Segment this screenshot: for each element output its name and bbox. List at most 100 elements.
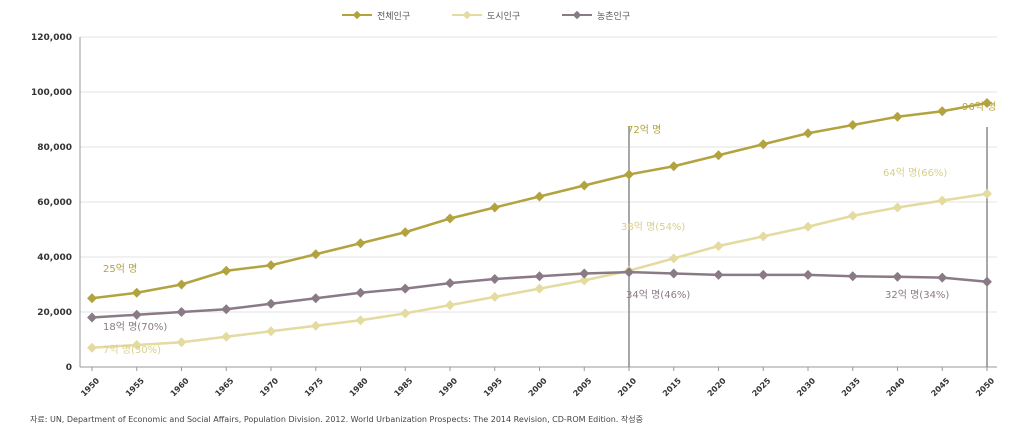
annotations: 25억 명 72억 명 96억 명 18억 명(70%) 7억 명(30%) 38억 명(… — [103, 101, 996, 356]
source-note: 자료: UN, Department of Economic and Socia… — [30, 415, 643, 424]
data-point — [87, 293, 97, 304]
x-tick-label: 2020 — [706, 376, 728, 398]
legend-swatch-marker — [572, 10, 582, 20]
x-tick-label: 1955 — [124, 376, 146, 398]
data-point — [803, 128, 813, 139]
data-point — [221, 331, 232, 342]
x-tick-label: 2035 — [840, 376, 862, 398]
data-point — [400, 308, 411, 319]
y-tick-label: 80,000 — [37, 143, 72, 153]
data-point — [847, 271, 858, 282]
legend-label: 도시인구 — [487, 11, 520, 22]
y-tick-label: 20,000 — [37, 308, 72, 318]
legend-swatch-marker — [352, 10, 362, 20]
annotation-label: 64억 명(66%) — [883, 167, 947, 179]
data-point — [758, 269, 769, 280]
y-tick-label: 120,000 — [31, 33, 72, 43]
data-point — [87, 312, 97, 323]
x-tick-label: 1995 — [482, 376, 504, 398]
data-point — [221, 265, 232, 276]
data-point — [668, 161, 679, 172]
x-tick-label: 1985 — [392, 376, 414, 398]
x-tick-label: 2030 — [795, 376, 817, 398]
data-point — [579, 268, 590, 279]
y-tick-label: 0 — [66, 363, 72, 373]
annotation-label: 34억 명(46%) — [626, 289, 690, 301]
annotation-label: 72억 명 — [627, 124, 661, 136]
data-point — [266, 326, 276, 337]
grid-lines — [79, 36, 997, 368]
data-point — [937, 106, 948, 117]
data-point — [310, 320, 321, 331]
x-tick-label: 1960 — [169, 376, 191, 398]
x-tick-label: 2040 — [885, 376, 907, 398]
data-point — [131, 287, 142, 298]
data-point — [87, 342, 97, 353]
data-point — [803, 221, 813, 232]
x-tick-label: 2005 — [571, 376, 593, 398]
reference-lines — [628, 127, 988, 367]
data-point — [713, 150, 724, 161]
annotation-label: 32억 명(34%) — [885, 289, 949, 301]
data-point — [355, 315, 366, 326]
x-tick-label: 1965 — [213, 376, 235, 398]
data-point — [310, 249, 321, 260]
data-point — [534, 271, 545, 282]
data-point — [892, 202, 903, 213]
data-point — [221, 304, 232, 315]
data-point — [713, 269, 724, 280]
data-point — [400, 227, 411, 238]
x-tick-label: 2000 — [527, 376, 549, 398]
x-tick-label: 2025 — [750, 376, 772, 398]
legend-label: 농촌인구 — [597, 11, 630, 22]
data-point — [445, 213, 455, 224]
data-point — [982, 188, 992, 199]
data-point — [400, 283, 411, 294]
legend: 전체인구 도시인구 농촌인구 — [342, 10, 630, 22]
data-point — [445, 300, 455, 311]
data-point — [266, 298, 276, 309]
x-tick-label: 2010 — [616, 376, 638, 398]
y-axis-ticks: 0 20,000 40,000 60,000 80,000 100,000 120,000 — [31, 33, 72, 373]
data-point — [579, 275, 590, 286]
data-point — [624, 169, 634, 180]
data-point — [847, 120, 858, 130]
x-tick-label: 1975 — [303, 376, 325, 398]
y-tick-label: 60,000 — [37, 198, 72, 208]
series-lines — [87, 98, 992, 353]
data-point — [445, 278, 455, 289]
data-point — [176, 279, 187, 290]
data-point — [579, 180, 590, 191]
annotation-label: 38억 명(54%) — [621, 221, 685, 233]
data-point — [758, 231, 769, 242]
data-point — [982, 98, 992, 108]
data-point — [982, 276, 992, 287]
legend-label: 전체인구 — [377, 11, 410, 22]
data-point — [668, 253, 679, 264]
data-point — [534, 191, 545, 202]
data-point — [131, 309, 142, 320]
data-point — [266, 260, 276, 271]
data-point — [176, 337, 187, 348]
data-point — [892, 111, 903, 122]
data-point — [131, 340, 142, 350]
x-axis-ticks: 1950 1955 1960 1965 1970 1975 1980 1985 1990 1995… — [79, 367, 997, 398]
annotation-label: 7억 명(30%) — [103, 344, 161, 356]
data-point — [355, 287, 366, 298]
x-tick-label: 1990 — [437, 376, 459, 398]
data-point — [668, 268, 679, 279]
x-tick-label: 1970 — [258, 376, 280, 398]
annotation-label: 96억 명 — [962, 101, 996, 113]
data-point — [758, 139, 769, 150]
data-point — [937, 195, 948, 206]
data-point — [937, 272, 948, 283]
y-tick-label: 40,000 — [37, 253, 72, 263]
data-point — [847, 210, 858, 221]
data-point — [713, 241, 724, 251]
x-tick-label: 1950 — [79, 376, 101, 398]
data-point — [892, 271, 903, 282]
x-tick-label: 2015 — [661, 376, 683, 398]
data-point — [355, 238, 366, 249]
data-point — [489, 202, 500, 213]
